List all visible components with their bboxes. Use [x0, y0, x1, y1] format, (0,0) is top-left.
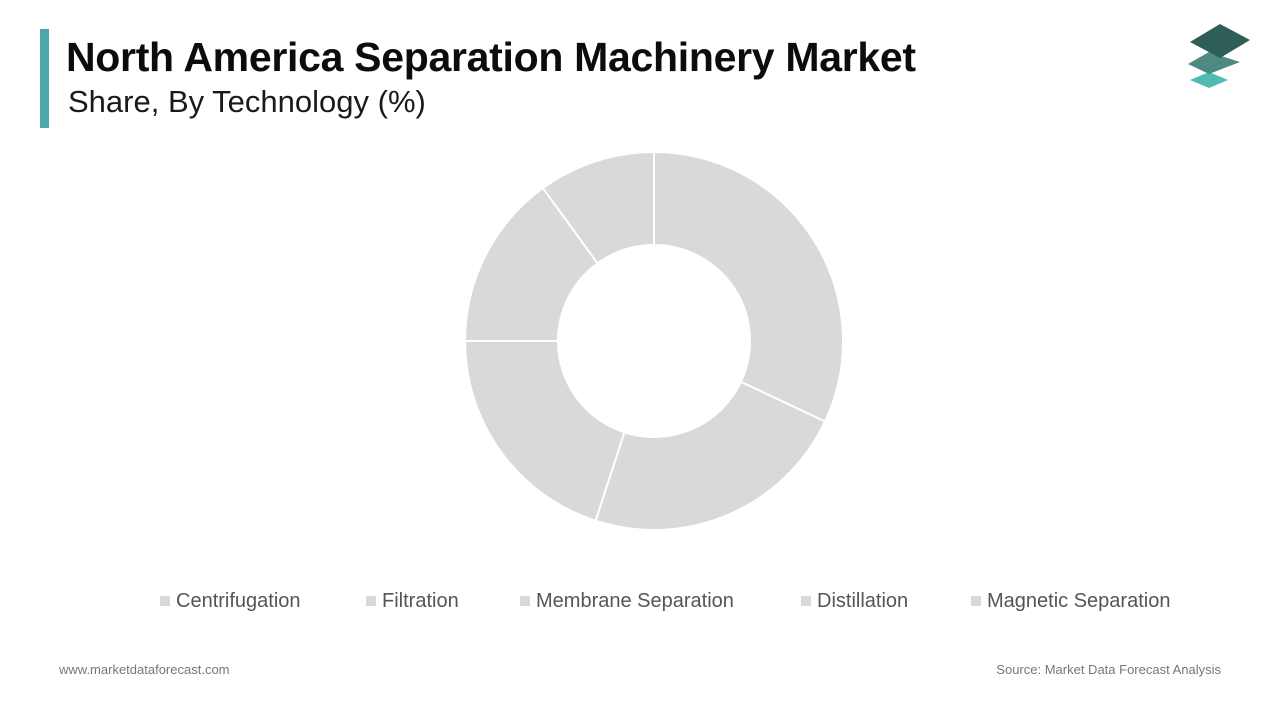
donut-slices	[463, 150, 844, 531]
logo-layer-bottom	[1190, 72, 1228, 88]
stacked-layers-logo-icon	[1188, 24, 1250, 88]
legend-label: Magnetic Separation	[987, 589, 1171, 612]
logo-layer-top	[1190, 24, 1250, 58]
legend-swatch	[520, 596, 530, 606]
legend-label: Centrifugation	[176, 589, 301, 612]
donut-slice-centrifugation	[653, 150, 844, 423]
logo-layer-middle	[1188, 52, 1240, 74]
legend-swatch	[160, 596, 170, 606]
legend-item-magnetic-separation: Magnetic Separation	[971, 588, 1170, 614]
legend-item-centrifugation: Centrifugation	[160, 588, 301, 614]
donut-slice-magnetic-separation	[541, 150, 655, 265]
legend-swatch	[971, 596, 981, 606]
legend-item-membrane-separation: Membrane Separation	[520, 588, 734, 614]
donut-slice-membrane-separation	[463, 340, 626, 523]
page-subtitle: Share, By Technology (%)	[68, 84, 426, 119]
page-title: North America Separation Machinery Marke…	[66, 34, 916, 80]
legend-swatch	[366, 596, 376, 606]
legend-item-filtration: Filtration	[366, 588, 459, 614]
website-link[interactable]: www.marketdataforecast.com	[59, 662, 230, 677]
chart-legend: Centrifugation Filtration Membrane Separ…	[0, 588, 1280, 614]
legend-label: Distillation	[817, 589, 909, 612]
legend-label: Filtration	[382, 589, 459, 612]
donut-slice-filtration	[594, 380, 827, 531]
legend-item-distillation: Distillation	[801, 588, 908, 614]
title-accent-bar	[40, 29, 49, 128]
source-note: Source: Market Data Forecast Analysis	[996, 662, 1221, 677]
legend-label: Membrane Separation	[536, 589, 734, 612]
legend-swatch	[801, 596, 811, 606]
